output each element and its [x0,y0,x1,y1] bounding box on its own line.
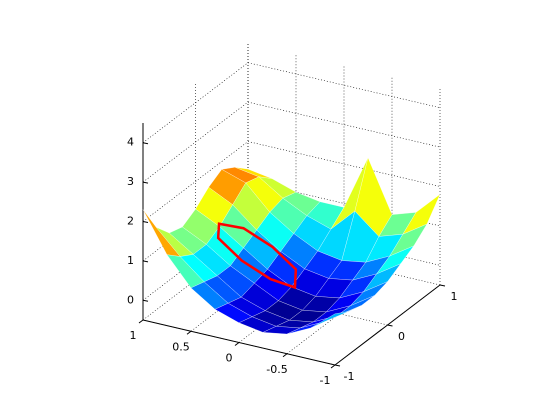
x-tick [282,353,288,358]
x-tick [330,364,336,369]
z-tick [142,142,149,145]
y-tick [439,284,446,287]
x-tick-label: 0.5 [172,340,190,353]
y-tick [334,364,341,367]
z-tick [142,181,149,184]
y-tick-label: -1 [344,370,355,383]
x-tick [234,342,240,346]
z-tick-label: 3 [127,175,134,188]
z-tick [142,260,149,263]
y-tick-label: 1 [451,290,458,303]
curve [216,222,298,290]
z-tick-label: 0 [127,293,134,306]
grid-line [142,141,249,222]
z-tick [142,221,149,223]
z-tick-label: 4 [127,136,134,149]
z-tick-label: 2 [127,215,134,228]
x-tick-label: 0 [226,352,233,365]
grid-line [142,101,249,183]
x-tick-label: 1 [130,329,137,342]
y-tick [387,324,393,327]
x-tick-label: -0.5 [266,363,287,376]
x-tick-label: -1 [320,374,331,387]
grid-line [142,62,249,143]
z-tick [142,299,149,302]
y-tick-label: 0 [398,330,405,343]
x-tick [186,330,192,335]
mesh-face [310,311,349,329]
x-tick [138,319,144,324]
z-tick-label: 1 [127,254,134,267]
